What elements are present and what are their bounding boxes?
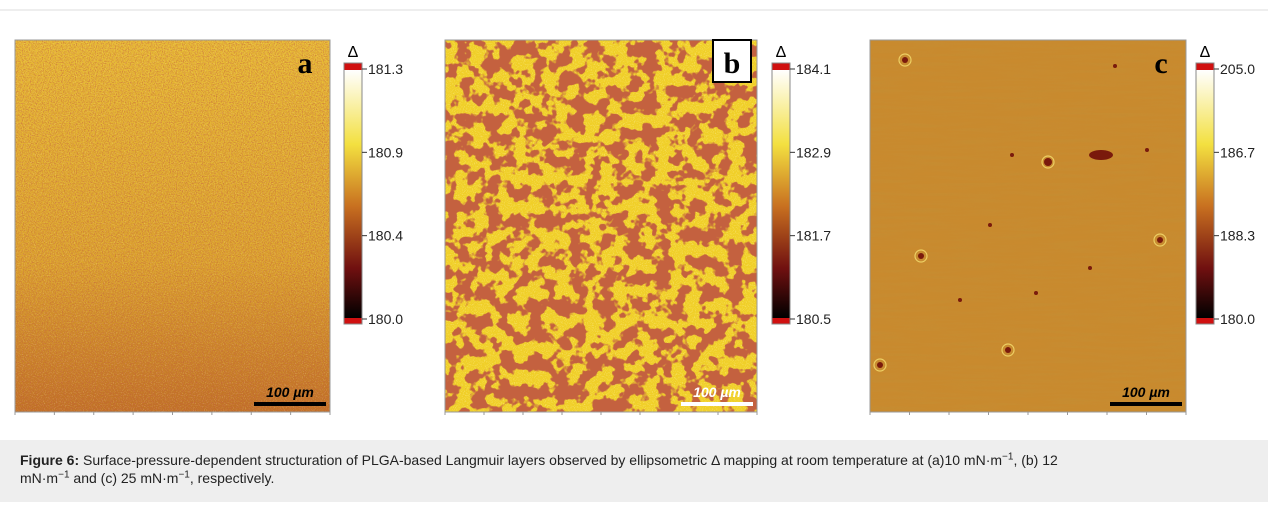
letter-box [712, 39, 752, 83]
colorbar-tick-label: 205.0 [1220, 61, 1255, 77]
panel-letter: b [724, 47, 741, 80]
colorbar [772, 70, 790, 318]
colorbar-tick-label: 181.3 [368, 61, 403, 77]
spot-halo [914, 249, 928, 263]
colorbar-bottom [344, 318, 362, 324]
scale-bar-label: 100 µm [1122, 384, 1170, 400]
panel: b 100 µm Δ 184.1 182.9 181.7 180.5 [444, 39, 831, 415]
colorbar-symbol: Δ [348, 44, 359, 61]
colorbar-frame [343, 62, 363, 325]
colorbar-tick-label: 188.3 [1220, 228, 1255, 244]
colorbar-bottom [772, 318, 790, 324]
caption-body: Surface-pressure-dependent structuration… [83, 452, 1003, 468]
spot-halo [1153, 233, 1167, 247]
map-blobs [445, 40, 757, 412]
spot [988, 223, 992, 227]
superscript: −1 [58, 469, 70, 481]
caption-body: and (c) 25 mN·m [69, 470, 179, 486]
colorbar-tick-label: 180.5 [796, 311, 831, 327]
map-noise [15, 40, 330, 412]
caption-label: Figure 6: [20, 452, 80, 468]
spot [1088, 266, 1092, 270]
colorbar-top [344, 63, 362, 70]
caption-text: Figure 6: Surface-pressure-dependent str… [20, 451, 1090, 487]
spot [1113, 64, 1117, 68]
colorbar [344, 70, 362, 318]
spot [1089, 150, 1113, 160]
scale-bar [1110, 402, 1182, 406]
colorbar-bottom [1196, 318, 1214, 324]
colorbar-top [772, 63, 790, 70]
superscript: −1 [1002, 451, 1014, 463]
colorbar-symbol: Δ [776, 44, 787, 61]
scale-bar [254, 402, 326, 406]
colorbar-frame [1195, 62, 1215, 325]
colorbar-frame [771, 62, 791, 325]
panel: a 100 µm Δ 181.3 180.9 180.4 180.0 [14, 39, 403, 415]
panel: c 100 µm Δ 205.0 186.7 188.3 180.0 [869, 39, 1255, 415]
spot [1044, 158, 1052, 166]
panel-letter: c [1154, 47, 1167, 80]
spot [918, 253, 924, 259]
spot [902, 57, 908, 63]
spot [1157, 237, 1163, 243]
colorbar-tick-label: 186.7 [1220, 144, 1255, 160]
colorbar-tick-label: 182.9 [796, 144, 831, 160]
map-noise [870, 40, 1186, 412]
spot-halo [1041, 155, 1055, 169]
scale-bar-label: 100 µm [693, 384, 741, 400]
colorbar [1196, 70, 1214, 318]
colorbar-symbol: Δ [1200, 44, 1211, 61]
spot-halo [1001, 343, 1015, 357]
caption-body: , (b) 12 mN·m [20, 452, 1058, 486]
colorbar-top [1196, 63, 1214, 70]
spot [958, 298, 962, 302]
caption-body: , respectively. [189, 470, 275, 486]
caption: Figure 6: Surface-pressure-dependent str… [0, 440, 1268, 502]
colorbar-tick-label: 184.1 [796, 61, 831, 77]
spot [1005, 347, 1011, 353]
colorbar-tick-label: 180.4 [368, 228, 403, 244]
colorbar-tick-label: 181.7 [796, 228, 831, 244]
scale-bar [681, 402, 753, 406]
spot [1010, 153, 1014, 157]
colorbar-tick-label: 180.0 [1220, 311, 1255, 327]
scale-bar-label: 100 µm [266, 384, 314, 400]
spot-halo [873, 358, 887, 372]
spot [877, 362, 883, 368]
colorbar-tick-label: 180.9 [368, 144, 403, 160]
spot [1034, 291, 1038, 295]
figure: a 100 µm Δ 181.3 180.9 180.4 180.0 b 100 µm Δ 184.… [0, 9, 1268, 415]
superscript: −1 [178, 469, 190, 481]
spot [1145, 148, 1149, 152]
panel-letter: a [298, 47, 313, 80]
colorbar-tick-label: 180.0 [368, 311, 403, 327]
spot-halo [898, 53, 912, 67]
